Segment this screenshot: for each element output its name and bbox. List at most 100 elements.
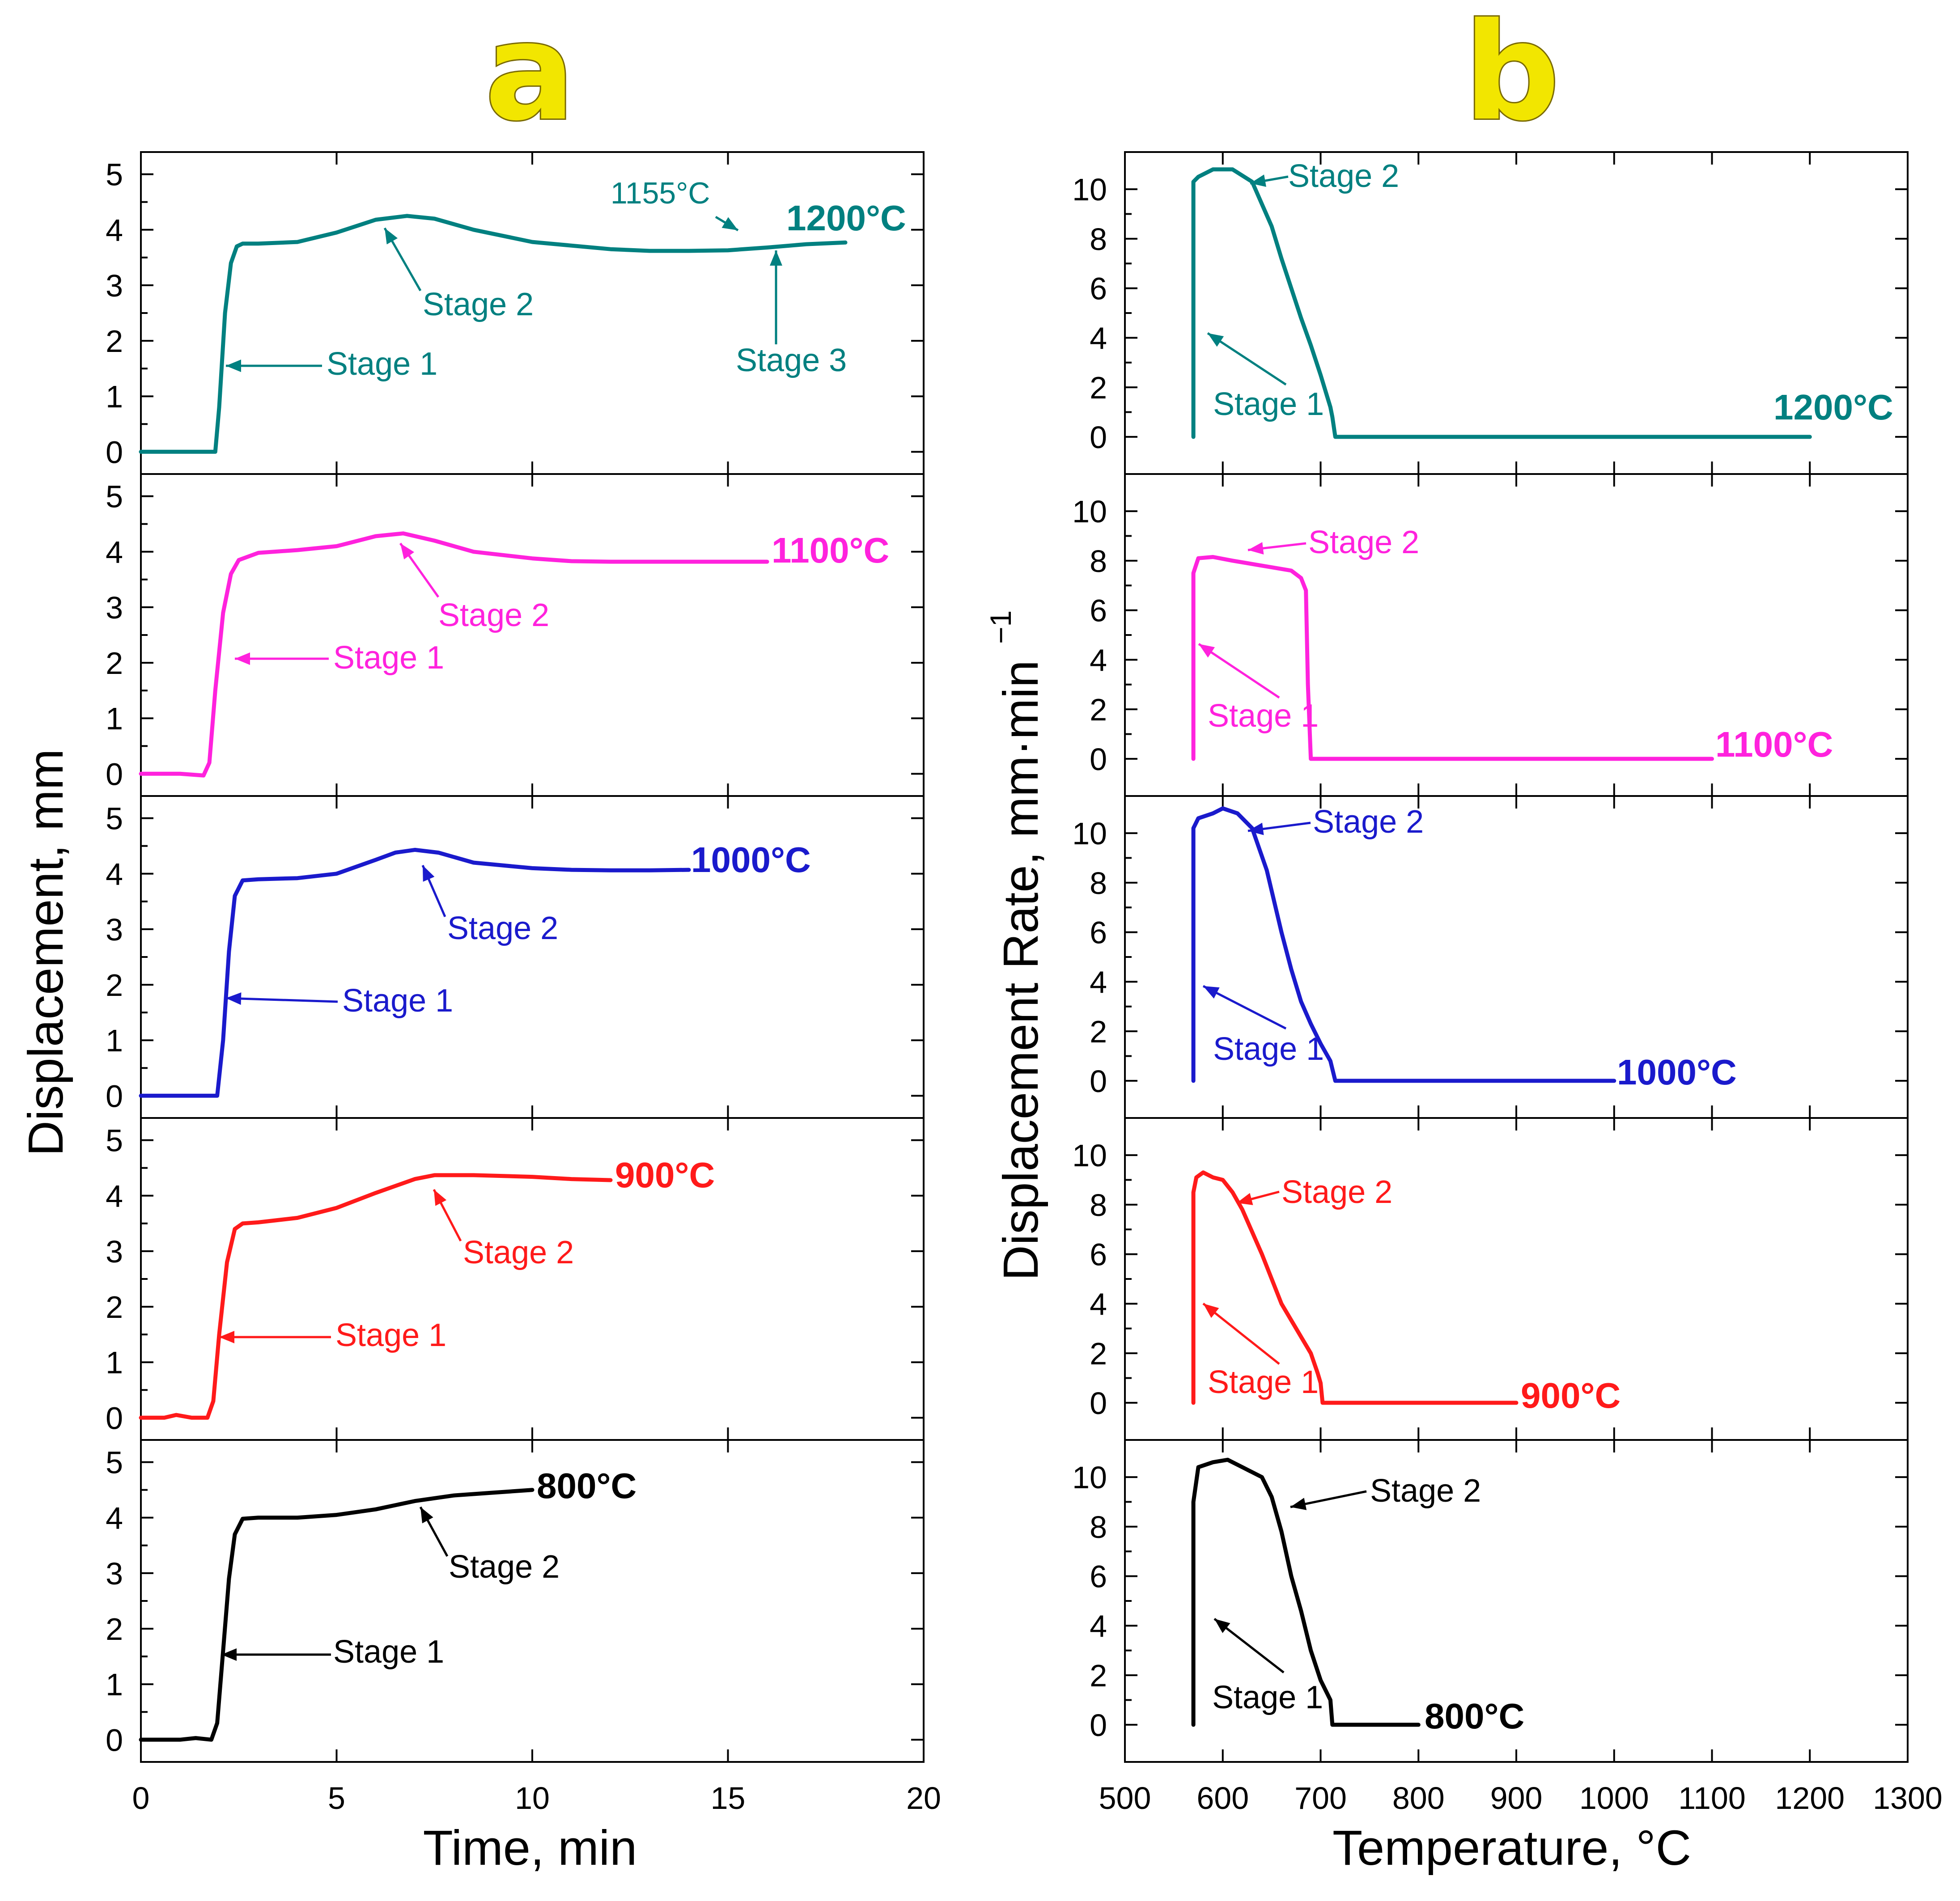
xtick-label-b-700: 700 <box>1294 1781 1347 1816</box>
series-line-b-1100 <box>1191 555 1714 761</box>
ytick-label-b-800-0: 0 <box>1090 1708 1107 1743</box>
xtick-label-b-1000: 1000 <box>1579 1781 1649 1816</box>
ytick-label-a-800-4: 4 <box>106 1501 123 1536</box>
ytick-label-b-1000-8: 8 <box>1090 866 1107 901</box>
x-axis-title-a: Time, min <box>423 1821 637 1876</box>
xtick-label-b-900: 900 <box>1490 1781 1543 1816</box>
ytick-label-a-1200-4: 4 <box>106 213 123 248</box>
arrow-head-10 <box>221 1648 237 1661</box>
label-b1100-stage1: Stage 1 <box>1208 698 1319 734</box>
xtick-label-b-1100: 1100 <box>1678 1781 1746 1816</box>
ytick-label-a-1000-5: 5 <box>106 801 123 836</box>
series-line-b-900 <box>1191 1170 1519 1405</box>
ytick-label-a-1100-1: 1 <box>106 701 123 736</box>
subplot-frame-a-1100 <box>140 473 925 797</box>
arrow-head-4 <box>235 652 250 665</box>
series-line-b-800 <box>1191 1457 1421 1727</box>
ytick-label-b-1000-2: 2 <box>1090 1014 1107 1049</box>
series-line-a-1100 <box>139 531 769 778</box>
series-line-a-900 <box>139 1173 613 1420</box>
y-axis-title-a: Displacement, mm <box>18 749 73 1156</box>
subplot-frame-a-900 <box>140 1117 925 1441</box>
x-axis-title-b: Temperature, °C <box>1332 1821 1691 1876</box>
ytick-label-a-900-1: 1 <box>106 1345 123 1380</box>
ytick-label-b-900-0: 0 <box>1090 1386 1107 1421</box>
subplot-frame-b-1000 <box>1124 795 1909 1119</box>
ytick-label-b-1000-10: 10 <box>1072 816 1107 851</box>
ytick-label-b-1200-10: 10 <box>1072 172 1107 207</box>
ytick-label-b-1000-4: 4 <box>1090 965 1107 999</box>
label-a1100-temp: 1100°C <box>772 530 889 570</box>
arrow-head-18 <box>1237 1193 1253 1205</box>
ytick-label-b-1000-0: 0 <box>1090 1064 1107 1099</box>
ytick-label-a-800-0: 0 <box>106 1723 123 1757</box>
series-line-b-1000 <box>1191 806 1616 1083</box>
arrow-head-5 <box>400 543 415 559</box>
arrow-head-19 <box>1203 1304 1219 1318</box>
series-line-a-1000 <box>139 847 691 1098</box>
panel-letter-b: b <box>1464 0 1560 150</box>
arrow-shaft-17 <box>1202 985 1287 1030</box>
ytick-label-b-800-6: 6 <box>1090 1559 1107 1594</box>
ytick-label-a-900-2: 2 <box>106 1290 123 1325</box>
ytick-label-b-1000-6: 6 <box>1090 915 1107 950</box>
xtick-label-b-800: 800 <box>1392 1781 1445 1816</box>
label-a1200-stage2: Stage 2 <box>423 287 534 322</box>
series-line-a-1200 <box>139 214 848 454</box>
label-b1000-stage1: Stage 1 <box>1213 1031 1324 1067</box>
panel-a-plots: 0 1 2 3 4 5 0 1 2 3 4 5 0 1 2 3 4 5 0 1 2 3 4 5 0 1 2 3 4 5 0 5 10 15 20 <box>106 151 941 1816</box>
arrow-head-14 <box>1248 542 1264 555</box>
ytick-label-a-1100-2: 2 <box>106 646 123 681</box>
label-b900-temp: 900°C <box>1521 1376 1621 1415</box>
arrow-head-8 <box>219 1331 234 1343</box>
xtick-label-a-10: 10 <box>515 1781 550 1816</box>
label-a1000-temp: 1000°C <box>691 840 811 880</box>
panel-a-annotations: Stage 1 Stage 2 Stage 3 1155°C 1200°C St… <box>327 176 906 1670</box>
arrow-head-3 <box>721 217 738 230</box>
arrow-head-17 <box>1203 986 1220 999</box>
ytick-label-a-1200-1: 1 <box>106 379 123 414</box>
arrow-shaft-6 <box>225 997 338 1003</box>
ytick-label-a-1100-3: 3 <box>106 590 123 625</box>
xtick-label-b-1300: 1300 <box>1873 1781 1943 1816</box>
label-a900-temp: 900°C <box>615 1155 715 1195</box>
ytick-label-a-1100-0: 0 <box>106 757 123 792</box>
ytick-label-a-800-3: 3 <box>106 1556 123 1591</box>
label-a1200-1155: 1155°C <box>611 176 710 210</box>
y-axis-title-b: Displacement Rate, mm·min <box>993 660 1048 1281</box>
ytick-label-b-1100-6: 6 <box>1090 593 1107 628</box>
ytick-label-b-1100-0: 0 <box>1090 742 1107 777</box>
ytick-label-b-1200-4: 4 <box>1090 321 1107 356</box>
arrow-head-16 <box>1248 822 1264 835</box>
label-b1200-stage2: Stage 2 <box>1288 158 1399 194</box>
label-b1000-temp: 1000°C <box>1617 1052 1737 1092</box>
ytick-label-a-1000-3: 3 <box>106 912 123 947</box>
ytick-label-a-1200-2: 2 <box>106 324 123 359</box>
panel-letter-a: a <box>485 0 575 150</box>
arrow-head-1 <box>385 228 398 245</box>
label-b1200-stage1: Stage 1 <box>1213 386 1324 422</box>
ytick-label-b-1100-8: 8 <box>1090 544 1107 579</box>
ytick-label-b-900-2: 2 <box>1090 1336 1107 1371</box>
arrow-head-0 <box>226 360 241 372</box>
label-a1200-stage3: Stage 3 <box>736 343 847 378</box>
ytick-label-b-1200-6: 6 <box>1090 271 1107 306</box>
ytick-label-b-1100-10: 10 <box>1072 494 1107 529</box>
ytick-label-a-900-4: 4 <box>106 1179 123 1214</box>
ytick-label-a-1200-0: 0 <box>106 435 123 470</box>
label-b900-stage1: Stage 1 <box>1208 1364 1319 1400</box>
ytick-label-a-1200-3: 3 <box>106 268 123 303</box>
label-a900-stage1: Stage 1 <box>335 1317 446 1353</box>
label-a1100-stage1: Stage 1 <box>333 640 444 676</box>
label-a1000-stage1: Stage 1 <box>342 983 453 1019</box>
xtick-label-b-600: 600 <box>1196 1781 1249 1816</box>
label-b800-temp: 800°C <box>1425 1696 1524 1736</box>
ytick-label-b-900-10: 10 <box>1072 1138 1107 1173</box>
ytick-label-a-1000-0: 0 <box>106 1079 123 1114</box>
xtick-label-a-0: 0 <box>132 1781 150 1816</box>
ytick-label-a-900-3: 3 <box>106 1234 123 1269</box>
ytick-label-a-900-5: 5 <box>106 1123 123 1158</box>
ytick-label-b-800-10: 10 <box>1072 1460 1107 1495</box>
label-b1200-temp: 1200°C <box>1773 387 1893 427</box>
